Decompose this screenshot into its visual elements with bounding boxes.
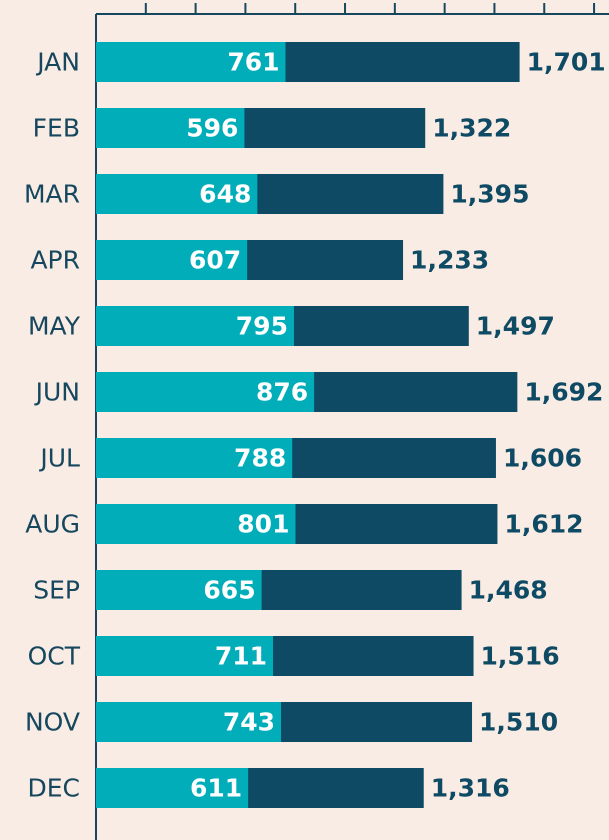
data-label: 607 <box>189 246 241 275</box>
bar <box>96 306 294 346</box>
bar <box>96 372 315 412</box>
y-tick-label: NOV <box>25 708 80 737</box>
data-label: 1,468 <box>469 576 548 605</box>
data-label: 1,612 <box>504 510 583 539</box>
data-label: 1,516 <box>481 642 560 671</box>
data-label: 801 <box>237 510 289 539</box>
data-label: 795 <box>236 312 288 341</box>
data-label: 788 <box>234 444 286 473</box>
data-label: 743 <box>223 708 275 737</box>
data-label: 1,510 <box>479 708 558 737</box>
data-label: 1,233 <box>410 246 489 275</box>
y-tick-label: FEB <box>33 114 80 143</box>
data-label: 1,316 <box>431 774 510 803</box>
data-label: 761 <box>227 48 279 77</box>
data-label: 1,701 <box>527 48 606 77</box>
bar <box>96 240 248 280</box>
y-tick-label: JUN <box>34 378 80 407</box>
data-label: 596 <box>186 114 238 143</box>
bar <box>96 174 258 214</box>
data-label: 611 <box>190 774 242 803</box>
data-label: 1,497 <box>476 312 555 341</box>
data-label: 1,606 <box>503 444 582 473</box>
data-label: 711 <box>215 642 267 671</box>
y-tick-label: MAY <box>28 312 81 341</box>
bar <box>96 570 262 610</box>
data-label: 665 <box>203 576 255 605</box>
data-label: 648 <box>199 180 251 209</box>
data-label: 1,692 <box>524 378 603 407</box>
bar <box>96 42 286 82</box>
bar <box>96 108 245 148</box>
bar <box>96 438 293 478</box>
data-label: 876 <box>256 378 308 407</box>
data-label: 1,322 <box>432 114 511 143</box>
y-tick-label: AUG <box>25 510 80 539</box>
data-label: 1,395 <box>450 180 529 209</box>
bar <box>96 768 249 808</box>
bar <box>96 702 282 742</box>
y-tick-label: OCT <box>28 642 81 671</box>
y-tick-label: MAR <box>24 180 80 209</box>
y-tick-label: SEP <box>33 576 80 605</box>
bar <box>96 636 274 676</box>
y-tick-label: APR <box>30 246 80 275</box>
y-tick-label: JUL <box>38 444 80 473</box>
y-tick-label: JAN <box>35 48 80 77</box>
bar <box>96 504 296 544</box>
y-tick-label: DEC <box>27 774 80 803</box>
